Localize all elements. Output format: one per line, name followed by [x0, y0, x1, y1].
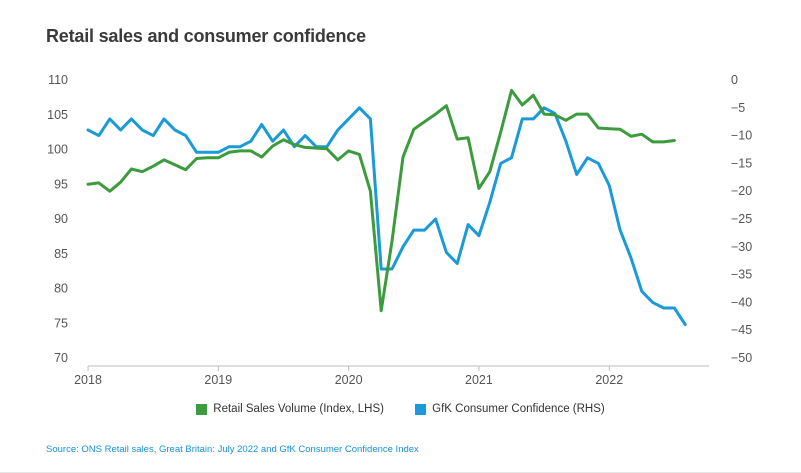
chart-title: Retail sales and consumer confidence	[46, 26, 366, 46]
legend-swatch-retail	[196, 403, 208, 415]
left-tick-label: 70	[54, 351, 68, 365]
right-tick-label: 0	[731, 73, 738, 87]
right-tick-label: −30	[731, 240, 752, 254]
right-axis: 0 −5 −10 −15 −20 −25 −30 −35 −40 −45 −50	[731, 73, 752, 365]
x-tick-label: 2020	[335, 373, 363, 387]
x-tick-label: 2021	[465, 373, 493, 387]
source-note: Source: ONS Retail sales, Great Britain:…	[46, 444, 419, 455]
legend-swatch-gfk	[415, 403, 427, 415]
left-tick-label: 75	[54, 316, 68, 330]
right-tick-label: −20	[731, 184, 752, 198]
legend-item-gfk: GfK Consumer Confidence (RHS)	[415, 403, 605, 415]
left-tick-label: 110	[48, 73, 68, 87]
x-axis: 2018 2019 2020 2021 2022	[74, 365, 709, 387]
series-line-gfk	[86, 106, 687, 327]
legend-label-gfk: GfK Consumer Confidence (RHS)	[432, 403, 605, 415]
legend-item-retail: Retail Sales Volume (Index, LHS)	[196, 403, 384, 415]
x-tick-label: 2019	[204, 373, 232, 387]
right-tick-label: −5	[731, 101, 745, 115]
line-chart: 70 75 80 85 90 95 100 105 110 0 −5 −10 −15 −20 −25 −30…	[47, 73, 752, 387]
left-tick-label: 80	[54, 282, 68, 296]
left-tick-label: 85	[54, 247, 68, 261]
right-tick-label: −25	[731, 212, 752, 226]
left-tick-label: 105	[47, 108, 68, 122]
legend: Retail Sales Volume (Index, LHS) GfK Con…	[0, 403, 801, 418]
right-tick-label: −15	[731, 156, 752, 170]
right-tick-label: −40	[731, 295, 752, 309]
series-line-retail	[86, 88, 676, 313]
left-tick-label: 100	[47, 143, 68, 157]
x-tick-label: 2018	[74, 373, 102, 387]
left-axis: 70 75 80 85 90 95 100 105 110	[47, 73, 68, 365]
right-tick-label: −50	[731, 351, 752, 365]
left-tick-label: 90	[54, 212, 68, 226]
right-tick-label: −35	[731, 268, 752, 282]
left-tick-label: 95	[54, 177, 68, 191]
series-layer	[86, 88, 687, 327]
right-tick-label: −10	[731, 129, 752, 143]
legend-label-retail: Retail Sales Volume (Index, LHS)	[213, 403, 384, 415]
right-tick-label: −45	[731, 323, 752, 337]
x-tick-label: 2022	[595, 373, 623, 387]
